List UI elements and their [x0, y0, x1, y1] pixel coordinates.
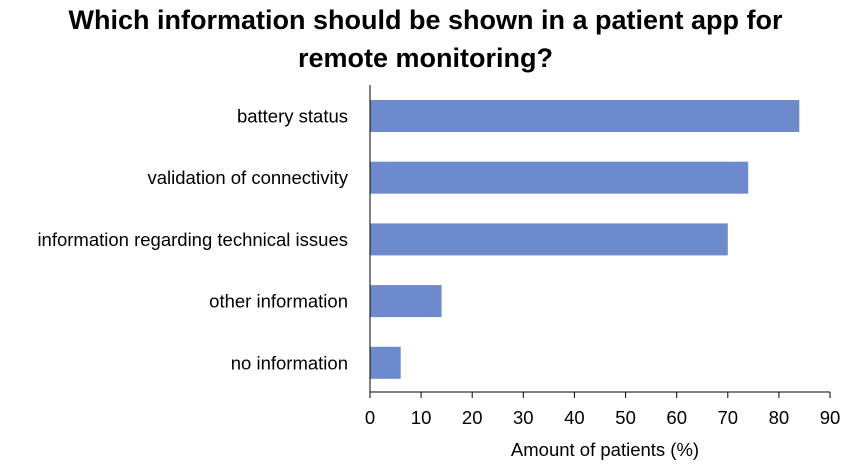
x-tick-label-0: 0	[365, 407, 375, 428]
x-tick-label-9: 90	[820, 407, 841, 428]
bar-2	[370, 223, 728, 256]
category-label-1: validation of connectivity	[147, 167, 348, 188]
x-tick-label-2: 20	[462, 407, 483, 428]
bar-0	[370, 100, 800, 132]
bar-4	[370, 346, 401, 379]
x-tick-label-1: 10	[411, 407, 432, 428]
category-label-4: no information	[231, 352, 348, 373]
chart-title: Which information should be shown in a p…	[0, 0, 851, 77]
x-axis-label: Amount of patients (%)	[511, 439, 699, 460]
bar-3	[370, 285, 442, 318]
x-tick-label-3: 30	[513, 407, 534, 428]
x-tick-label-7: 70	[718, 407, 739, 428]
chart-title-line-1: Which information should be shown in a p…	[68, 5, 783, 35]
category-label-2: information regarding technical issues	[37, 229, 348, 250]
bar-1	[370, 161, 749, 194]
x-tick-label-8: 80	[769, 407, 790, 428]
category-label-3: other information	[209, 291, 348, 312]
x-tick-label-4: 40	[564, 407, 585, 428]
x-tick-label-6: 60	[666, 407, 687, 428]
category-label-0: battery status	[237, 106, 348, 127]
x-tick-label-5: 50	[615, 407, 636, 428]
chart-title-line-2: remote monitoring?	[298, 43, 553, 73]
